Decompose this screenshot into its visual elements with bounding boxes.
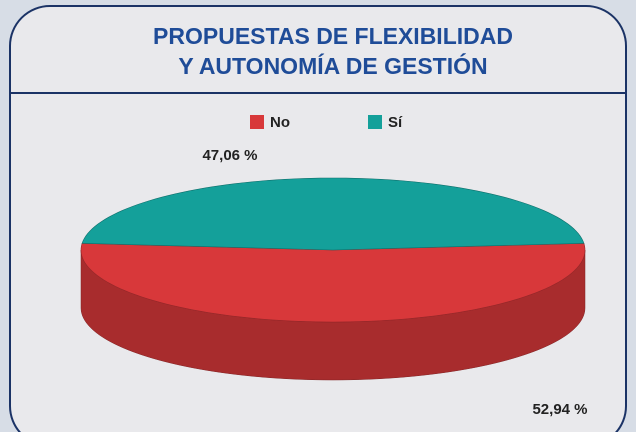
chart-title: PROPUESTAS DE FLEXIBILIDAD: [153, 23, 513, 49]
pie-slice: [80, 243, 586, 323]
legend-label: No: [270, 114, 290, 131]
data-label: 52,94 %: [532, 401, 587, 418]
legend-label: Sí: [388, 114, 403, 131]
legend-swatch: [250, 115, 264, 129]
chart-title: Y AUTONOMÍA DE GESTIÓN: [178, 52, 487, 79]
data-label: 47,06 %: [202, 147, 257, 164]
legend-swatch: [368, 115, 382, 129]
pie-slice: [81, 177, 585, 251]
